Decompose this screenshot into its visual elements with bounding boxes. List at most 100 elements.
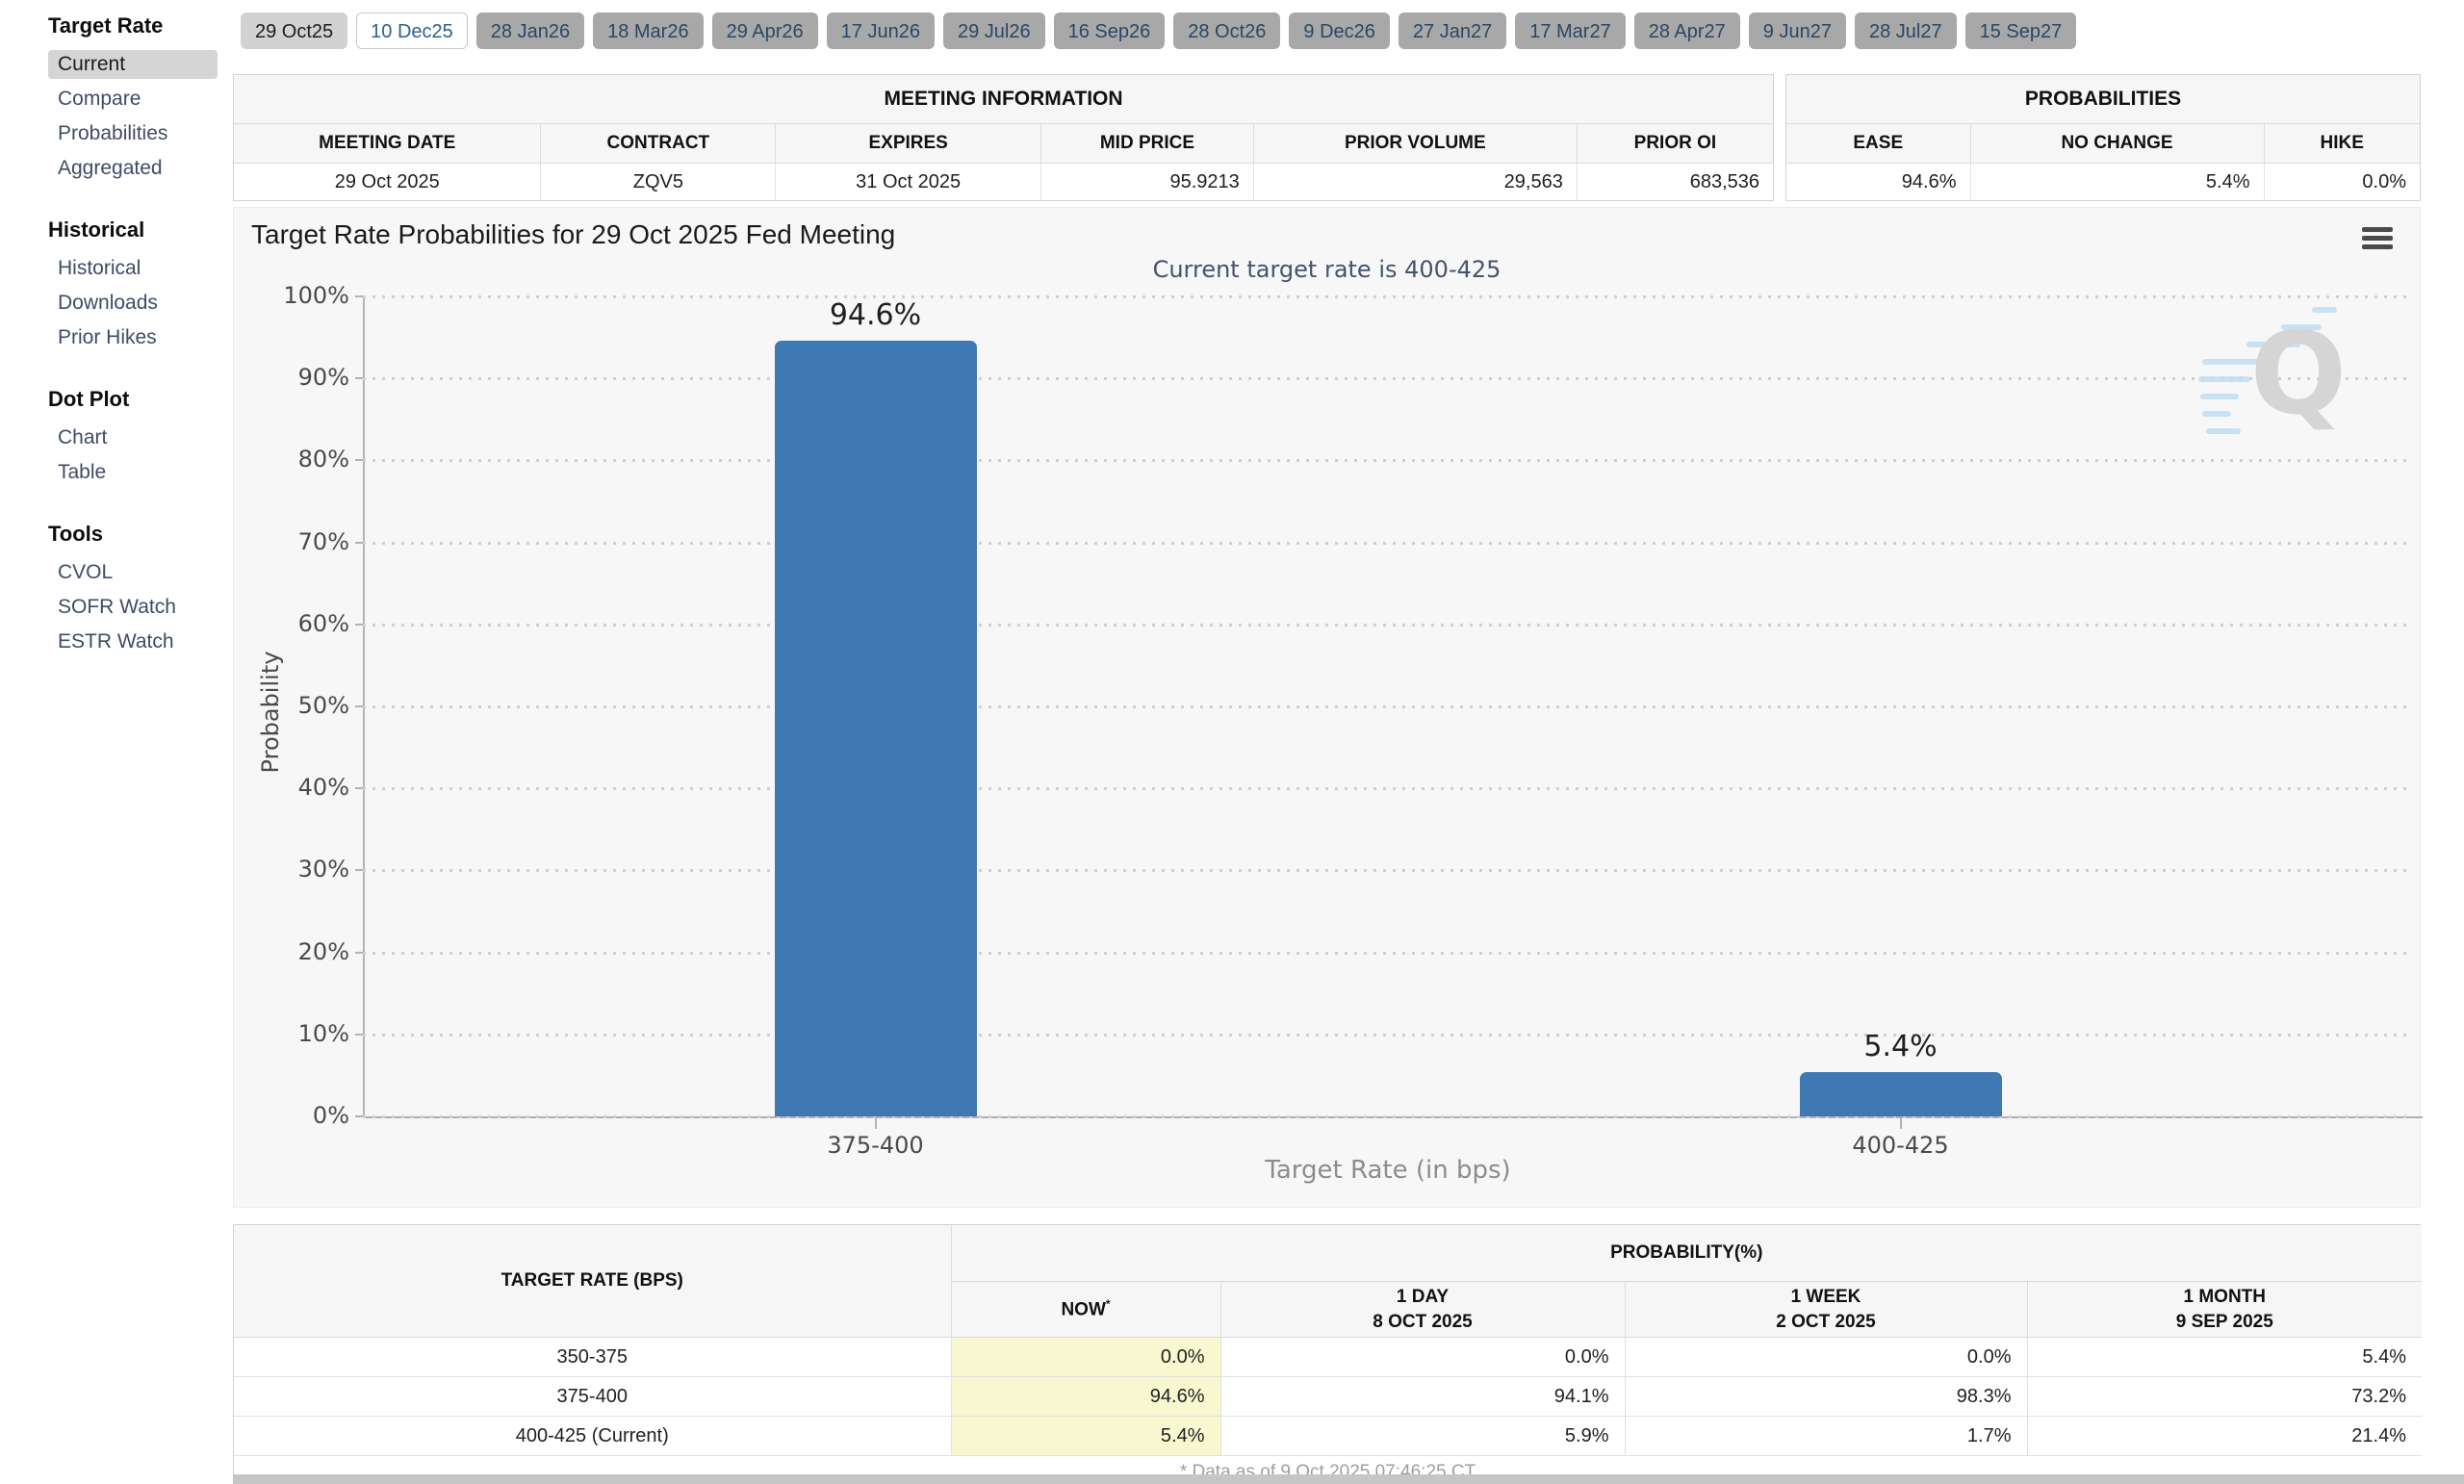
tab-27-jan27[interactable]: 27 Jan27 — [1398, 13, 1507, 49]
y-tick-label-40: 40% — [297, 774, 349, 802]
tab-28-oct26[interactable]: 28 Oct26 — [1173, 13, 1281, 49]
sidebar-item-prior-hikes[interactable]: Prior Hikes — [58, 326, 157, 348]
now-asterisk: * — [1105, 1297, 1111, 1312]
sidebar-heading-dot-plot: Dot Plot — [48, 387, 130, 411]
sidebar-item-probabilities[interactable]: Probabilities — [58, 122, 168, 144]
y-tick-0 — [355, 1115, 363, 1117]
sidebar-item-current[interactable]: Current — [48, 50, 218, 79]
rate-cell: 375-400 — [234, 1376, 952, 1417]
meeting-info-value-prior-volume: 29,563 — [1253, 163, 1578, 200]
x-tick-label-400-425: 400-425 — [1852, 1132, 1949, 1159]
y-tick-label-20: 20% — [297, 937, 349, 965]
meeting-info-header-prior-oi: PRIOR OI — [1577, 124, 1773, 164]
probabilities-table: EASE NO CHANGE HIKE 94.6% 5.4% 0.0% — [1786, 124, 2420, 200]
one-month-cell: 5.4% — [2027, 1337, 2423, 1377]
sidebar-item-downloads[interactable]: Downloads — [58, 292, 158, 314]
meeting-info-header-meeting-date: MEETING DATE — [234, 124, 542, 164]
y-tick-50 — [355, 705, 363, 707]
probabilities-panel: PROBABILITIES EASE NO CHANGE HIKE 94.6% 5.4… — [1785, 74, 2421, 201]
sidebar-item-table[interactable]: Table — [58, 461, 107, 483]
x-tick-375-400 — [874, 1116, 877, 1129]
probabilities-header-ease: EASE — [1786, 124, 1971, 164]
bar-375-400[interactable] — [774, 341, 977, 1116]
sidebar-item-cvol[interactable]: CVOL — [58, 561, 114, 583]
chart-menu-icon[interactable] — [2362, 227, 2393, 253]
probabilities-value-ease: 94.6% — [1786, 163, 1971, 200]
sidebar-item-sofr-watch[interactable]: SOFR Watch — [58, 596, 176, 618]
tab-9-dec26[interactable]: 9 Dec26 — [1289, 13, 1390, 49]
y-axis-title: Probability — [257, 651, 284, 774]
tab-9-jun27[interactable]: 9 Jun27 — [1748, 13, 1846, 49]
y-tick-100 — [355, 295, 363, 297]
probability-history-table: TARGET RATE (BPS) PROBABILITY(%) NOW* 1 … — [234, 1225, 2423, 1484]
bar-chart-plot: 0% 10% 20% 30% 40% 50% 60% 70% 80% 90% 100% 94.6% 37… — [283, 282, 2423, 1159]
gridline-0 — [363, 1115, 2413, 1118]
bar-400-425[interactable] — [1799, 1072, 2002, 1116]
probability-row-375-400: 375-400 94.6% 94.1% 98.3% 73.2% — [234, 1376, 2423, 1417]
sidebar: Target Rate Current Compare Probabilities Ag… — [0, 0, 231, 662]
tab-28-jan26[interactable]: 28 Jan26 — [475, 13, 585, 49]
meeting-info-value-meeting-date: 29 Oct 2025 — [234, 163, 542, 200]
probability-group-header: PROBABILITY(%) — [951, 1225, 2423, 1282]
sidebar-item-historical[interactable]: Historical — [58, 257, 141, 279]
sidebar-item-compare[interactable]: Compare — [58, 88, 141, 110]
probability-subheader-row: NOW* 1 DAY 8 OCT 2025 1 WEEK 2 OCT 2025 1 MO… — [234, 1281, 2423, 1338]
tab-29-jul26[interactable]: 29 Jul26 — [942, 13, 1045, 49]
meeting-information-title: MEETING INFORMATION — [234, 75, 1773, 124]
y-tick-70 — [355, 541, 363, 544]
one-month-cell: 21.4% — [2027, 1416, 2423, 1456]
y-tick-label-10: 10% — [297, 1019, 349, 1047]
horizontal-scrollbar[interactable] — [233, 1474, 2464, 1484]
tab-29-apr26[interactable]: 29 Apr26 — [711, 13, 818, 49]
y-tick-label-30: 30% — [297, 856, 349, 883]
gridline-60 — [363, 623, 2413, 627]
probabilities-header-hike: HIKE — [2264, 124, 2420, 164]
y-tick-label-80: 80% — [297, 446, 349, 473]
meeting-info-value-contract: ZQV5 — [540, 163, 777, 200]
tab-17-mar27[interactable]: 17 Mar27 — [1515, 13, 1626, 49]
probabilities-header-no-change: NO CHANGE — [1970, 124, 2265, 164]
probabilities-data-row: 94.6% 5.4% 0.0% — [1786, 163, 2420, 200]
rate-cell: 400-425 (Current) — [234, 1416, 952, 1456]
chart-panel: Target Rate Probabilities for 29 Oct 202… — [233, 207, 2423, 1208]
tab-29-oct25[interactable]: 29 Oct25 — [241, 13, 348, 49]
x-axis-title: Target Rate (in bps) — [1265, 1156, 1511, 1185]
meeting-info-header-prior-volume: PRIOR VOLUME — [1253, 124, 1578, 164]
one-day-cell: 0.0% — [1220, 1337, 1626, 1377]
tab-10-dec25[interactable]: 10 Dec25 — [356, 13, 468, 49]
tab-28-jul27[interactable]: 28 Jul27 — [1854, 13, 1957, 49]
sidebar-heading-historical: Historical — [48, 217, 145, 242]
gridline-30 — [363, 869, 2413, 873]
meeting-info-value-mid-price: 95.9213 — [1040, 163, 1254, 200]
target-rate-bps-header: TARGET RATE (BPS) — [234, 1225, 952, 1338]
y-tick-40 — [355, 787, 363, 790]
one-week-cell: 1.7% — [1625, 1416, 2028, 1456]
sidebar-item-chart[interactable]: Chart — [58, 426, 108, 448]
sidebar-item-estr-watch[interactable]: ESTR Watch — [58, 630, 174, 652]
tab-17-jun26[interactable]: 17 Jun26 — [826, 13, 935, 49]
meeting-info-data-row: 29 Oct 2025 ZQV5 31 Oct 2025 95.9213 29,563 6… — [234, 163, 1773, 200]
probabilities-title: PROBABILITIES — [1786, 75, 2420, 124]
one-month-cell: 73.2% — [2027, 1376, 2423, 1417]
one-day-cell: 94.1% — [1220, 1376, 1626, 1417]
gridline-10 — [363, 1033, 2413, 1036]
tab-15-sep27[interactable]: 15 Sep27 — [1964, 13, 2077, 49]
history-column-header-1-day: 1 DAY 8 OCT 2025 — [1220, 1281, 1626, 1338]
gridline-70 — [363, 541, 2413, 545]
y-tick-label-100: 100% — [283, 282, 349, 309]
sidebar-item-aggregated[interactable]: Aggregated — [58, 157, 163, 179]
chart-subtitle: Current target rate is 400-425 — [1152, 256, 1502, 283]
chart-title: Target Rate Probabilities for 29 Oct 202… — [251, 219, 896, 249]
y-tick-30 — [355, 869, 363, 872]
meeting-info-value-prior-oi: 683,536 — [1577, 163, 1773, 200]
tab-16-sep26[interactable]: 16 Sep26 — [1053, 13, 1166, 49]
tab-28-apr27[interactable]: 28 Apr27 — [1633, 13, 1740, 49]
tab-18-mar26[interactable]: 18 Mar26 — [593, 13, 704, 49]
probability-history-body: 350-375 0.0% 0.0% 0.0% 5.4% 375-400 94.6% 94.1%… — [234, 1337, 2423, 1484]
y-tick-label-90: 90% — [297, 364, 349, 392]
one-week-cell: 98.3% — [1625, 1376, 2028, 1417]
meeting-information-panel: MEETING INFORMATION MEETING DATE CONTRACT… — [233, 74, 1774, 201]
y-tick-label-60: 60% — [297, 609, 349, 637]
y-tick-label-50: 50% — [297, 692, 349, 719]
